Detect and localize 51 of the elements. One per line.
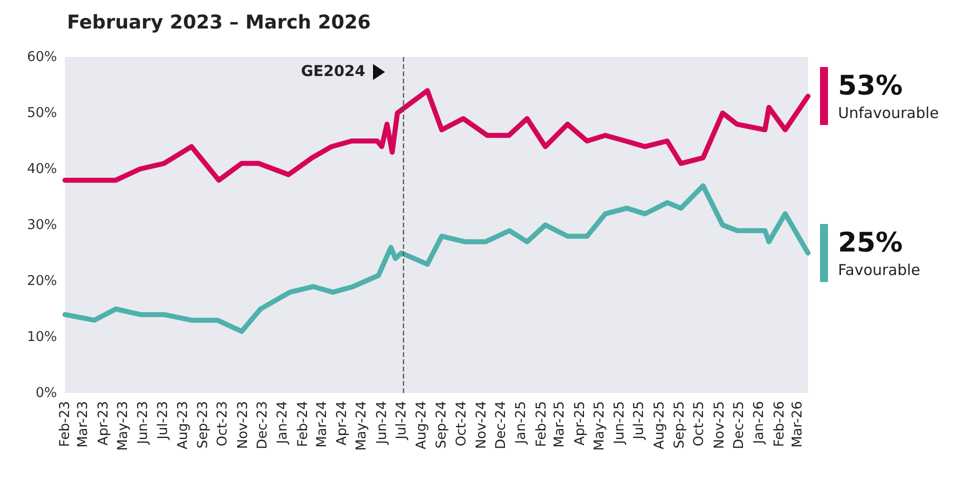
x-tick-label: Aug-24 [414, 401, 430, 450]
y-tick-label: 60% [26, 49, 58, 65]
x-tick-label: Sep-25 [672, 401, 688, 448]
x-tick-label: May-23 [115, 401, 132, 451]
y-tick-label: 30% [26, 217, 58, 233]
x-tick-label: Apr-23 [95, 401, 112, 446]
x-tick-label: Jun-25 [612, 401, 628, 446]
y-tick-label: 40% [26, 161, 58, 177]
data-label: 25% [838, 228, 903, 258]
x-tick-label: Sep-23 [195, 401, 212, 448]
x-tick-label: May-24 [354, 401, 370, 451]
x-tick-label: Mar-24 [314, 401, 330, 448]
x-tick-label: Mar-25 [552, 401, 568, 448]
x-tick-label: Jul-25 [631, 401, 648, 440]
x-tick-label: Oct-25 [691, 401, 708, 446]
text: Favourable [838, 261, 920, 279]
x-tick-label: Apr-24 [334, 401, 350, 446]
x-tick-label: Jul-23 [154, 401, 171, 440]
x-tick-label: Mar-23 [75, 401, 92, 448]
ref-line-label: GE2024 [300, 62, 366, 80]
x-tick-label: Mar-26 [790, 401, 806, 448]
y-tick-label: 0% [36, 385, 58, 401]
x-tick-label: Oct-24 [453, 401, 470, 446]
x-tick-label: Aug-25 [651, 401, 668, 450]
y-tick-label: 10% [26, 329, 58, 345]
data-label: 53% [838, 70, 903, 102]
x-tick-label: Sep-24 [434, 401, 450, 448]
x-tick-label: Apr-25 [572, 401, 588, 446]
x-tick-label: Aug-23 [174, 401, 191, 450]
x-tick-label: Jan-25 [513, 401, 530, 445]
x-tick-label: Jan-26 [751, 401, 768, 445]
chart-title: February 2023 – March 2026 [67, 12, 371, 34]
x-tick-label: Feb-23 [57, 401, 73, 447]
x-tick-label: Feb-26 [771, 401, 788, 447]
x-tick-label: Oct-23 [214, 401, 231, 446]
x-tick-label: Feb-24 [294, 401, 311, 447]
x-tick-label: Jun-23 [135, 401, 152, 446]
x-tick-label: Nov-25 [711, 401, 728, 450]
text: Unfavourable [838, 104, 939, 122]
x-tick-label: Dec-23 [254, 401, 270, 450]
x-tick-label: Nov-24 [473, 401, 490, 450]
y-tick-label: 50% [26, 105, 58, 121]
x-tick-label: Dec-24 [493, 401, 510, 450]
x-tick-label: Dec-25 [730, 401, 747, 450]
y-tick-label: 20% [26, 273, 58, 289]
x-tick-label: May-25 [591, 401, 608, 451]
x-tick-label: Nov-23 [234, 401, 251, 450]
x-tick-label: Feb-25 [533, 401, 550, 447]
x-tick-label: Jun-24 [374, 401, 390, 446]
x-tick-label: Jan-24 [274, 401, 291, 445]
x-tick-label: Jul-24 [393, 401, 410, 440]
